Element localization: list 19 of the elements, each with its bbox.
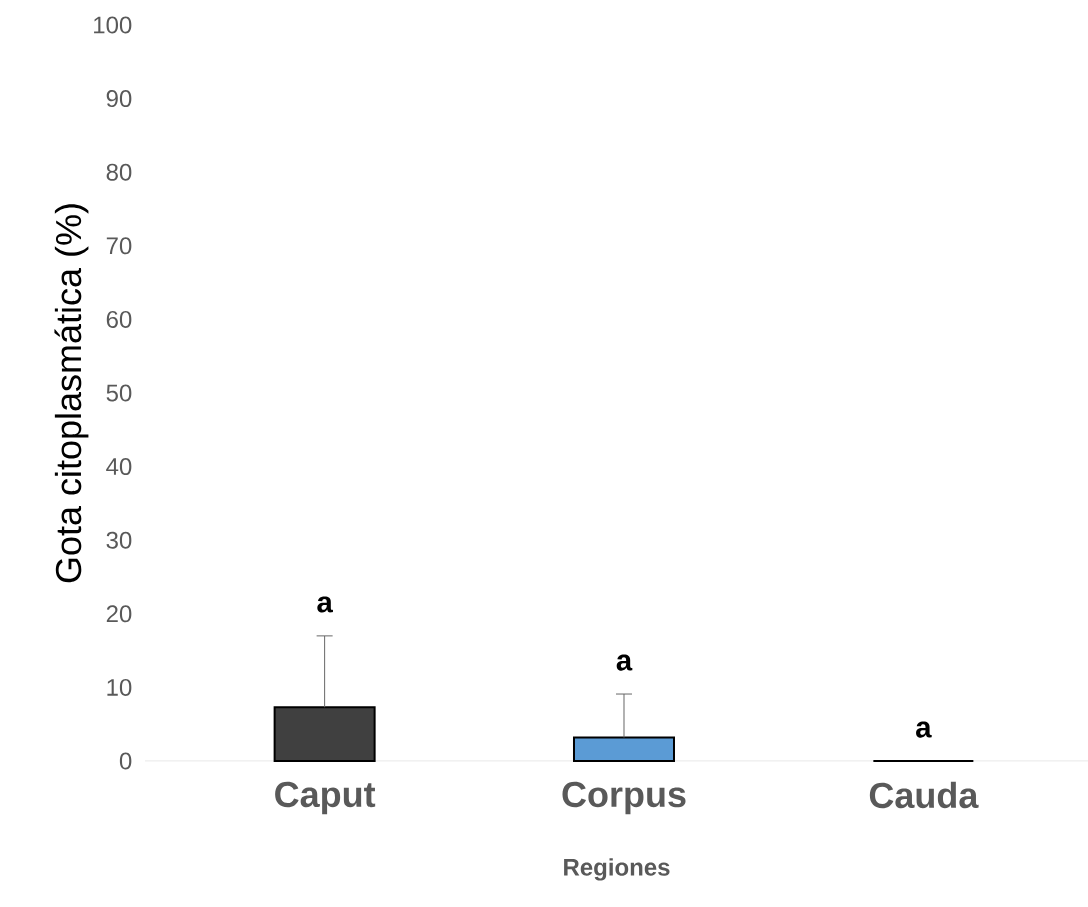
x-tick-label: Cauda <box>869 781 979 809</box>
y-tick-label: 70 <box>106 237 132 255</box>
y-tick-label: 50 <box>106 384 132 402</box>
y-tick-label: 20 <box>106 605 132 623</box>
annotation: a <box>616 654 633 671</box>
y-tick-label: 40 <box>106 458 132 476</box>
x-tick-label: Caput <box>275 781 376 815</box>
annotation: a <box>317 596 333 613</box>
y-tick-label: 0 <box>119 752 132 770</box>
y-tick-label: 30 <box>106 531 132 549</box>
y-tick-label: 100 <box>94 16 132 34</box>
y-axis-title: Gota citoplasmática (%) <box>54 204 89 583</box>
annotation: a <box>916 721 932 738</box>
y-tick-label: 80 <box>106 163 132 181</box>
y-tick-label: 60 <box>106 310 132 328</box>
x-tick-label: Corpus <box>562 781 686 815</box>
y-tick-label: 10 <box>107 678 132 696</box>
x-axis-title: Regiones <box>564 858 670 881</box>
y-tick-label: 90 <box>106 90 132 108</box>
